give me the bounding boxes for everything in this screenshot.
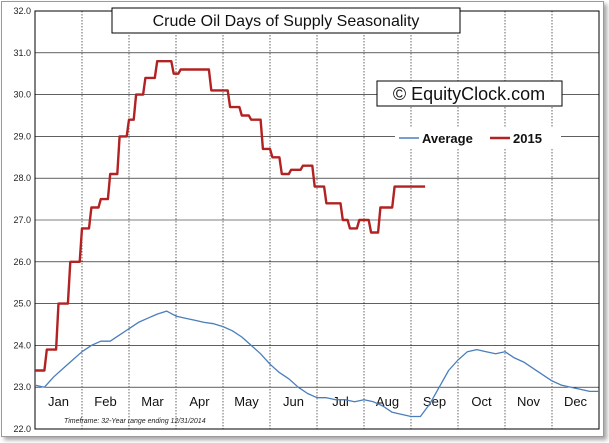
y-tick-label: 23.0 [13, 382, 31, 392]
y-tick-label: 31.0 [13, 48, 31, 58]
chart-frame: 22.0 23.0 24.0 25.0 26.0 27.0 28.0 29.0 30.0 31.0… [1, 1, 604, 437]
series-line-average [34, 310, 599, 418]
y-tick-label: 22.0 [13, 424, 31, 434]
y-tick-label: 27.0 [13, 215, 31, 225]
x-tick-label: Nov [517, 394, 541, 409]
y-tick-label: 30.0 [13, 90, 31, 100]
chart-title: Crude Oil Days of Supply Seasonality [153, 13, 420, 30]
watermark-box: © EquityClock.com [376, 80, 563, 107]
y-tick-label: 28.0 [13, 173, 31, 183]
x-tick-label: Mar [141, 394, 164, 409]
chart: 22.0 23.0 24.0 25.0 26.0 27.0 28.0 29.0 30.0 31.0… [13, 6, 600, 434]
legend: Average 2015 [395, 128, 561, 148]
y-tick-label: 32.0 [13, 6, 31, 16]
y-tick-label: 25.0 [13, 299, 31, 309]
x-tick-label: Feb [94, 394, 116, 409]
y-tick-label: 29.0 [13, 131, 31, 141]
y-tick-label: 24.0 [13, 340, 31, 350]
x-axis: Jan Feb Mar Apr May Jun Jul Aug Sep Oct Nov Dec [48, 394, 588, 409]
x-tick-label: Oct [471, 394, 492, 409]
y-tick-label: 26.0 [13, 257, 31, 267]
x-tick-label: Dec [564, 394, 588, 409]
title-box: Crude Oil Days of Supply Seasonality [111, 7, 461, 34]
series-line-2015 [35, 60, 426, 372]
x-tick-label: Aug [376, 394, 399, 409]
watermark: © EquityClock.com [393, 84, 545, 104]
x-tick-label: Jul [332, 394, 349, 409]
legend-label-2015: 2015 [513, 131, 542, 146]
y-axis: 22.0 23.0 24.0 25.0 26.0 27.0 28.0 29.0 30.0 31.0… [13, 6, 31, 434]
series-group [34, 60, 599, 418]
x-tick-label: May [234, 394, 259, 409]
x-tick-label: Jan [48, 394, 69, 409]
footnote: Timeframe: 32-Year range ending 12/31/20… [64, 418, 206, 425]
legend-label-average: Average [422, 131, 473, 146]
x-tick-label: Jun [283, 394, 304, 409]
x-tick-label: Apr [189, 394, 210, 409]
